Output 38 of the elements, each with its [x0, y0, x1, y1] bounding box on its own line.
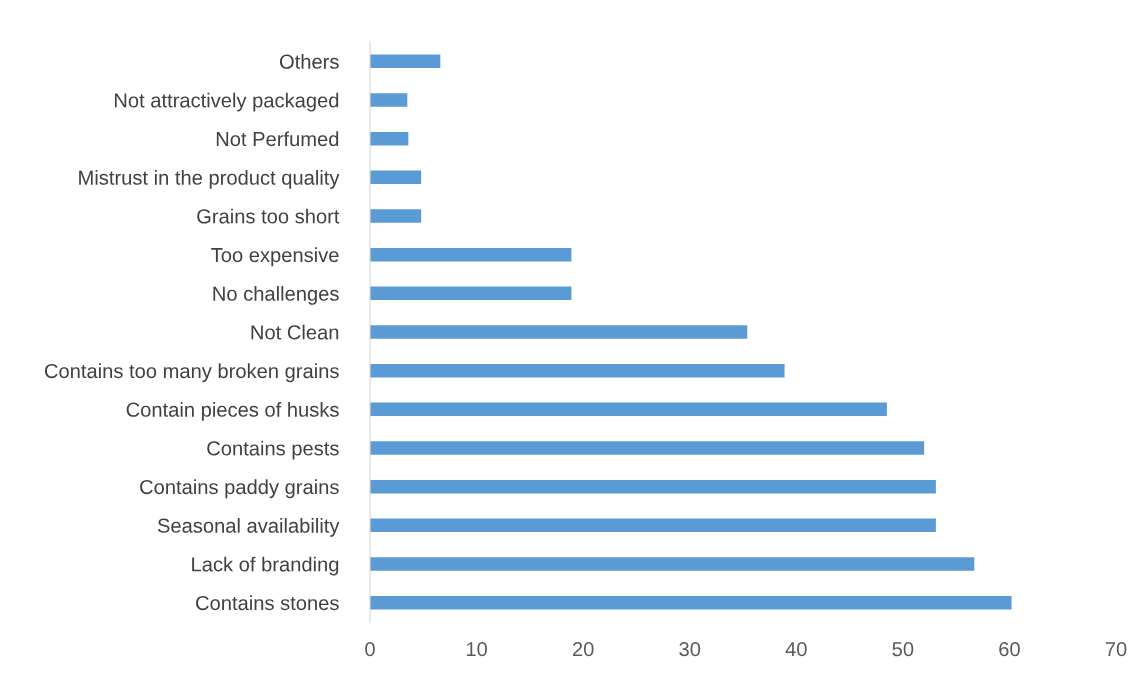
x-tick-label: 40 [785, 641, 807, 657]
bar [370, 170, 422, 185]
y-tick-label: Not attractively packaged [114, 92, 339, 112]
bar [370, 209, 422, 223]
x-tick-label: 10 [466, 641, 487, 657]
y-tick-label: Not Perfumed [216, 131, 339, 147]
bar [370, 325, 748, 339]
bar [370, 402, 887, 417]
y-tick-label: Lack of branding [192, 556, 339, 576]
x-tick-label: 20 [572, 641, 594, 657]
x-tick-label: 60 [999, 641, 1020, 657]
y-tick-label: Not Clean [251, 324, 339, 340]
bar [370, 247, 572, 262]
bar [370, 595, 1012, 610]
y-tick-label: Seasonal availability [157, 518, 340, 537]
y-tick-label: No challenges [213, 286, 339, 305]
x-tick-label: 30 [679, 641, 701, 657]
bar [370, 441, 925, 455]
bar [370, 557, 975, 571]
x-tick-label: 50 [892, 641, 914, 657]
y-tick-label: Contain pieces of husks [126, 402, 339, 421]
y-tick-label: Too expensive [211, 247, 339, 267]
y-tick-label: Contains stones [196, 595, 339, 611]
bar [370, 131, 409, 146]
bar [370, 93, 408, 107]
bar [370, 286, 572, 301]
y-tick-label: Contains too many broken grains [44, 363, 339, 383]
bar [370, 518, 936, 533]
y-tick-label: Contains pests [207, 440, 339, 460]
x-tick-label: 70 [1105, 641, 1127, 657]
y-tick-label: Others [279, 54, 339, 69]
y-tick-label: Contains paddy grains [140, 479, 339, 499]
x-tick-label: 0 [365, 641, 375, 657]
bar [370, 54, 441, 69]
bar [370, 363, 785, 378]
bar [370, 479, 936, 494]
y-tick-label: Mistrust in the product quality [79, 170, 340, 189]
y-tick-label: Grains too short [197, 208, 340, 224]
